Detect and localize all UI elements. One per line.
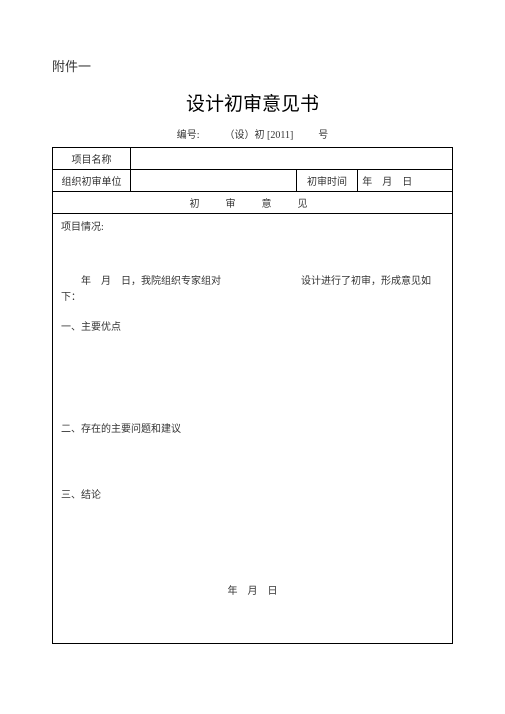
- attachment-label: 附件一: [52, 56, 453, 75]
- review-time-label: 初审时间: [296, 170, 358, 192]
- doc-number-middle: （设）初: [224, 130, 264, 141]
- review-date-value: 年 月 日: [358, 170, 453, 192]
- document-title: 设计初审意见书: [52, 89, 453, 116]
- doc-number-prefix: 编号:: [177, 130, 200, 141]
- project-name-value: [131, 148, 453, 170]
- document-number: 编号: （设）初 [2011] 号: [52, 126, 453, 141]
- org-unit-value: [131, 170, 297, 192]
- review-section-header: 初 审 意 见: [53, 192, 453, 214]
- project-info-label: 项目情况:: [61, 220, 444, 236]
- project-name-label: 项目名称: [53, 148, 131, 170]
- org-unit-label: 组织初审单位: [53, 170, 131, 192]
- review-content-area: 项目情况: 年 月 日，我院组织专家组对 设计进行了初审，形成意见如下： 一、主…: [53, 214, 453, 644]
- doc-number-year: [2011]: [267, 130, 293, 141]
- section-2-heading: 二、存在的主要问题和建议: [61, 422, 444, 438]
- expert-review-line: 年 月 日，我院组织专家组对 设计进行了初审，形成意见如下：: [61, 274, 444, 306]
- doc-number-suffix: 号: [318, 130, 328, 141]
- section-3-heading: 三、结论: [61, 488, 444, 504]
- content-date-line: 年 月 日: [61, 584, 444, 600]
- form-table: 项目名称 组织初审单位 初审时间 年 月 日 初 审 意 见 项目情况: 年 月…: [52, 147, 453, 644]
- section-1-heading: 一、主要优点: [61, 320, 444, 336]
